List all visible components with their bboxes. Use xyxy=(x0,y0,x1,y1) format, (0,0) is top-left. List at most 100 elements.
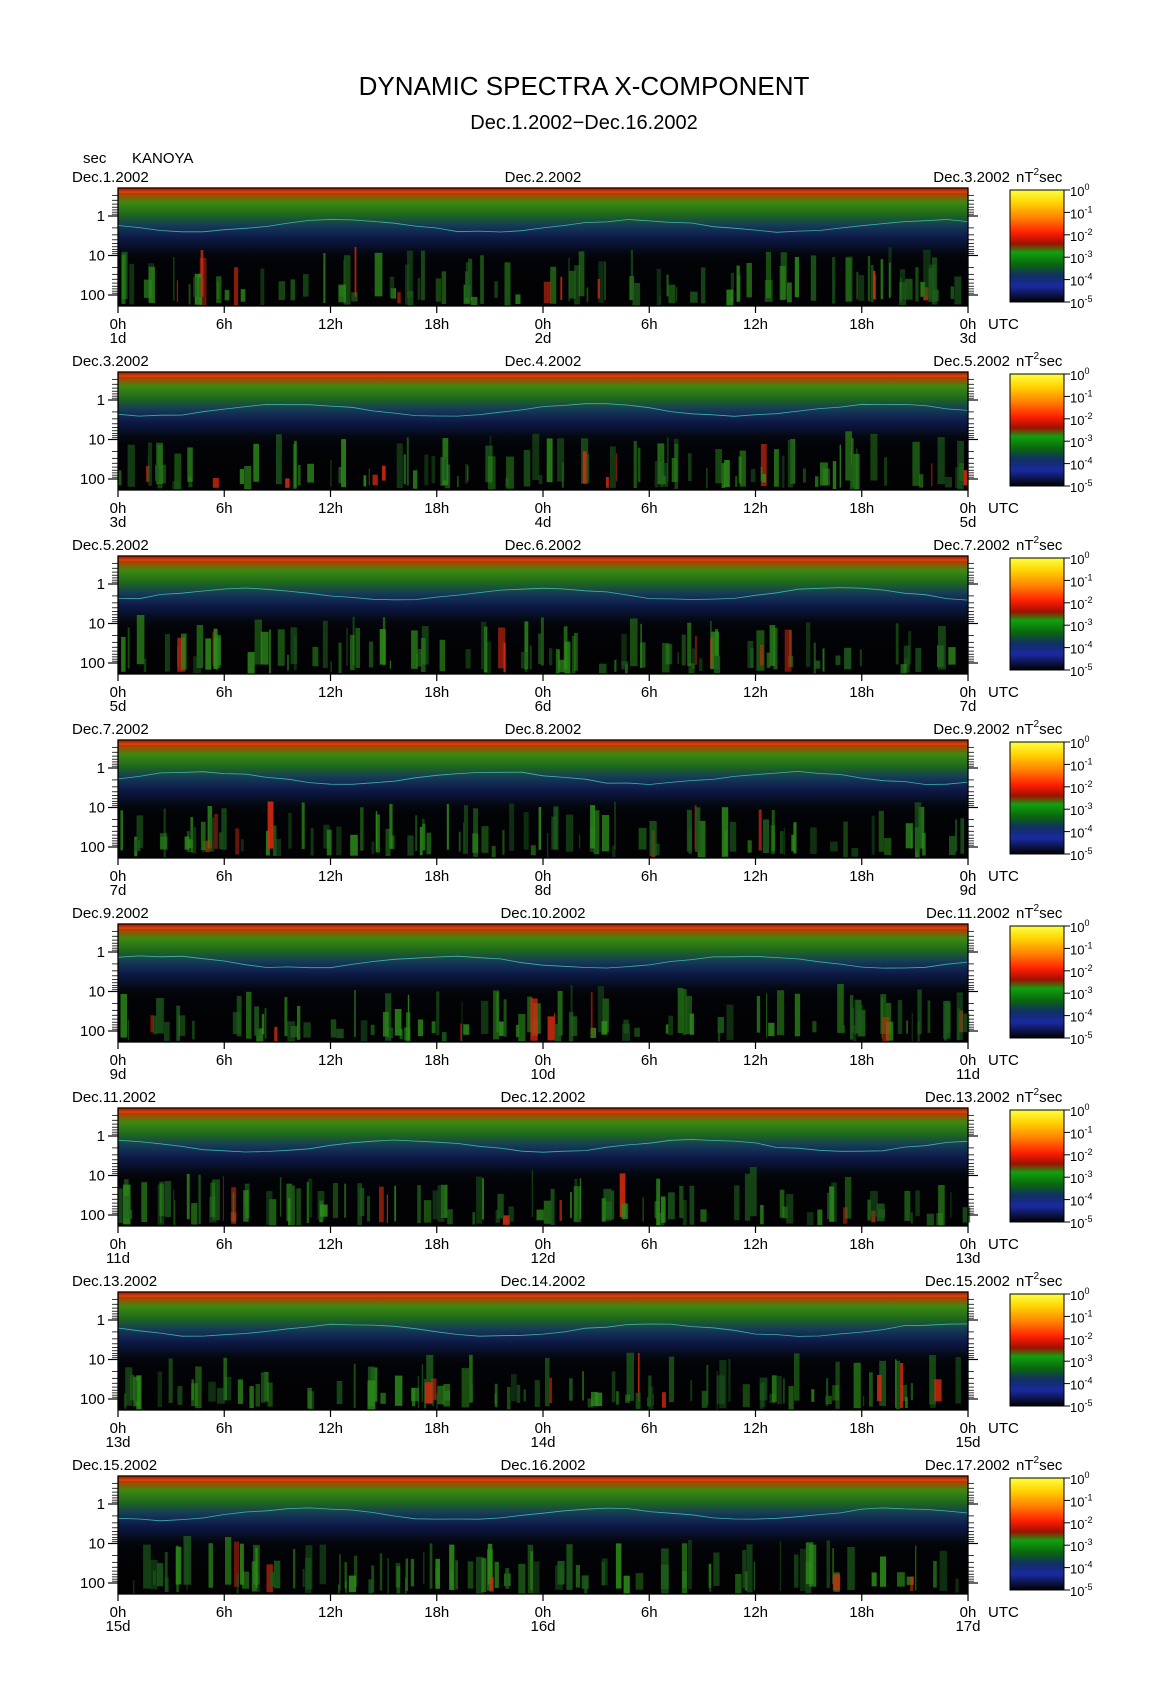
activity-streak xyxy=(273,1560,281,1589)
colorbar-tick-base: 10 xyxy=(1070,1288,1084,1303)
x-tick-label: 18h xyxy=(849,316,874,333)
activity-streak xyxy=(594,1392,603,1407)
activity-streak xyxy=(422,823,426,851)
activity-streak xyxy=(904,1190,911,1221)
activity-streak xyxy=(867,1199,871,1221)
activity-streak xyxy=(330,1019,337,1038)
activity-streak xyxy=(443,457,447,481)
colorbar-unit-suffix: sec xyxy=(1039,537,1063,554)
activity-streak xyxy=(633,441,637,488)
activity-streak xyxy=(843,821,848,858)
activity-streak xyxy=(441,271,446,304)
activity-streak xyxy=(407,835,414,856)
activity-streak xyxy=(558,659,566,673)
x-tick-label: 0h xyxy=(110,1236,127,1253)
activity-streak xyxy=(200,250,204,297)
activity-streak xyxy=(270,1572,275,1587)
activity-streak xyxy=(336,1028,344,1039)
colorbar-tick-label: 100 xyxy=(1070,1102,1089,1119)
y-tick-label: 1 xyxy=(97,392,105,409)
colorbar-tick-exponent: -3 xyxy=(1084,433,1092,443)
activity-streak xyxy=(463,805,468,854)
activity-streak xyxy=(243,1190,249,1222)
activity-streak xyxy=(638,1353,640,1402)
day-label-right: 7d xyxy=(960,698,977,715)
activity-streak xyxy=(654,843,660,856)
activity-streak xyxy=(788,1386,794,1410)
activity-streak xyxy=(505,477,510,487)
x-tick-label: 0h xyxy=(110,1604,127,1621)
activity-streak xyxy=(261,1372,266,1403)
activity-streak xyxy=(266,1564,273,1593)
day-label-right: 17d xyxy=(955,1618,980,1635)
activity-streak xyxy=(489,1576,494,1592)
activity-streak xyxy=(125,1367,133,1406)
activity-streak xyxy=(623,1019,629,1034)
activity-streak xyxy=(406,437,409,486)
activity-streak xyxy=(290,627,298,664)
activity-streak xyxy=(379,629,386,665)
colorbar-tick-base: 10 xyxy=(1070,251,1084,266)
activity-streak xyxy=(927,1000,931,1033)
colorbar-tick-base: 10 xyxy=(1070,413,1084,428)
activity-streak xyxy=(225,1537,232,1585)
date-label-left: Dec.9.2002 xyxy=(72,905,149,922)
day-label-mid: 4d xyxy=(535,514,552,531)
activity-streak xyxy=(530,998,538,1041)
spectrogram-texture xyxy=(120,801,965,858)
x-tick-label: 18h xyxy=(424,1236,449,1253)
colorbar-tick-exponent: -4 xyxy=(1084,456,1092,466)
spectrogram-image xyxy=(118,740,968,858)
activity-streak xyxy=(957,440,964,490)
activity-streak xyxy=(827,1192,829,1220)
spectrogram-texture xyxy=(132,1536,959,1594)
spectrogram-texture xyxy=(121,247,962,306)
date-label-left: Dec.13.2002 xyxy=(72,1273,157,1290)
activity-streak xyxy=(407,291,414,306)
activity-streak xyxy=(602,815,610,852)
activity-streak xyxy=(701,1390,708,1408)
colorbar-unit: nT2sec xyxy=(1016,167,1063,186)
activity-streak xyxy=(918,807,925,849)
activity-streak xyxy=(749,1167,757,1217)
activity-streak xyxy=(435,1558,440,1589)
activity-streak xyxy=(811,1389,815,1402)
colorbar-tick-exponent: -3 xyxy=(1084,985,1092,995)
activity-streak xyxy=(939,1550,948,1591)
activity-streak xyxy=(148,266,155,304)
activity-streak xyxy=(849,995,854,1040)
day-label-mid: 16d xyxy=(530,1618,555,1635)
activity-streak xyxy=(640,623,642,669)
activity-streak xyxy=(244,1206,246,1220)
activity-streak xyxy=(431,456,435,483)
activity-streak xyxy=(470,296,478,305)
activity-streak xyxy=(155,464,159,481)
y-axis: 1 10 100 xyxy=(80,194,978,304)
activity-streak xyxy=(912,441,920,486)
y-tick-label: 10 xyxy=(88,248,105,265)
activity-streak xyxy=(543,1200,552,1224)
activity-streak xyxy=(810,827,817,854)
activity-streak xyxy=(747,840,752,853)
colorbar-tick-label: 10-4 xyxy=(1070,824,1092,841)
activity-streak xyxy=(910,1576,914,1591)
spectrogram-trace-line xyxy=(117,1323,969,1337)
activity-streak xyxy=(832,1548,835,1585)
x-tick-label: 0h xyxy=(960,316,977,333)
activity-streak xyxy=(348,1575,356,1593)
activity-streak xyxy=(932,257,938,305)
colorbar-tick-exponent: -1 xyxy=(1084,1492,1092,1502)
activity-streak xyxy=(287,1021,295,1042)
colorbar-tick-base: 10 xyxy=(1070,206,1084,221)
colorbar-tick-label: 10-1 xyxy=(1070,204,1092,221)
activity-streak xyxy=(239,1543,244,1585)
activity-streak xyxy=(612,845,616,857)
activity-streak xyxy=(870,1191,878,1217)
colorbar-tick-base: 10 xyxy=(1070,1310,1084,1325)
activity-streak xyxy=(276,434,282,485)
activity-streak xyxy=(764,280,773,302)
activity-streak xyxy=(396,443,403,488)
activity-streak xyxy=(278,281,285,301)
activity-streak xyxy=(587,1398,594,1408)
day-label-left: 5d xyxy=(110,698,127,715)
